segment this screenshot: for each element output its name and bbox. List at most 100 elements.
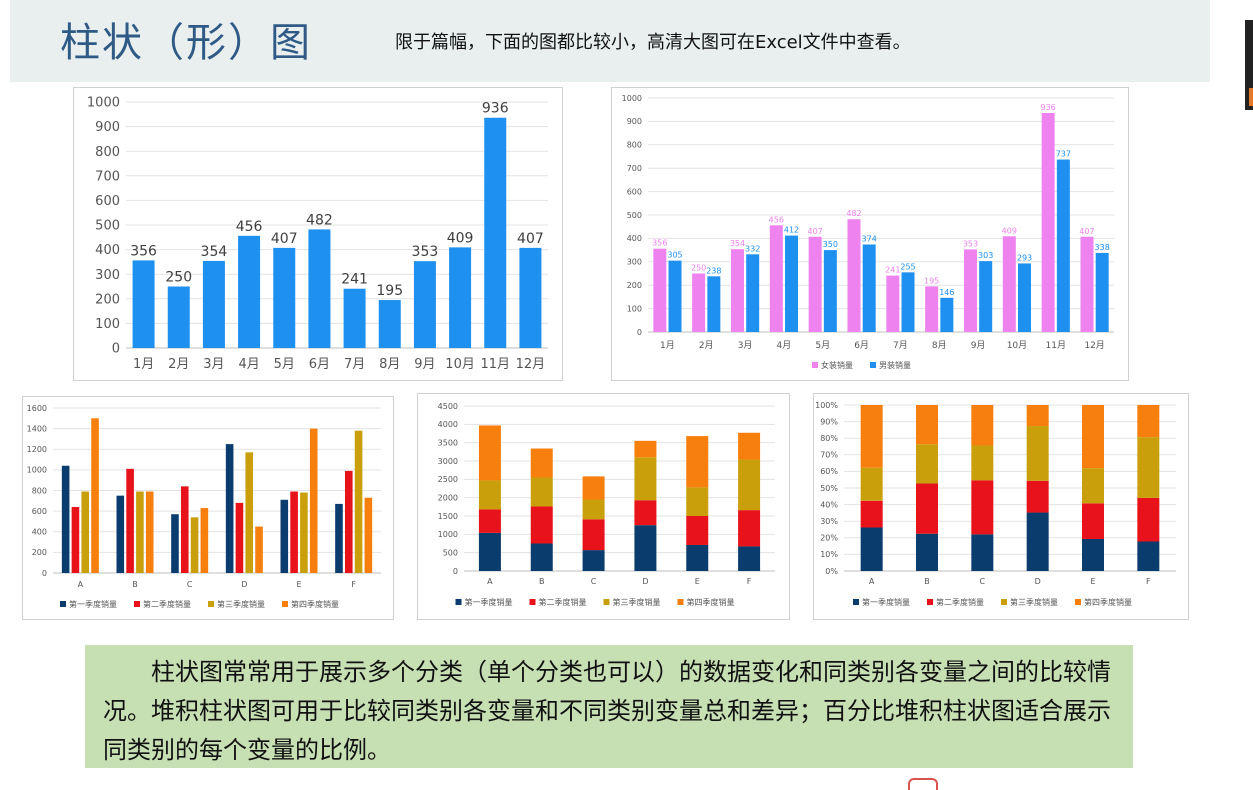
x-tick-label: 10月 <box>445 357 475 372</box>
legend-label: 第二季度销量 <box>143 599 191 609</box>
y-tick-label: 4000 <box>438 420 458 429</box>
x-tick-label: F <box>351 580 356 589</box>
x-tick-label: E <box>296 580 301 589</box>
bar-segment <box>634 440 657 458</box>
y-tick-label: 30% <box>820 517 838 526</box>
bar-segment <box>971 445 994 481</box>
bar <box>901 272 915 332</box>
bar <box>136 491 144 573</box>
y-tick-label: 200 <box>627 281 642 290</box>
y-tick-label: 10% <box>820 550 838 559</box>
y-tick-label: 0% <box>825 567 838 576</box>
y-tick-label: 800 <box>32 486 47 495</box>
x-tick-label: 8月 <box>379 357 400 372</box>
y-tick-label: 400 <box>32 528 47 537</box>
bar-segment <box>971 480 994 535</box>
bar-segment <box>530 543 553 571</box>
bar-segment <box>686 436 709 488</box>
y-tick-label: 200 <box>95 292 120 307</box>
data-label: 407 <box>517 231 544 247</box>
bar <box>280 499 289 573</box>
page-subtitle: 限于篇幅，下面的图都比较小，高清大图可在Excel文件中查看。 <box>395 32 911 53</box>
bar-segment <box>634 525 657 571</box>
legend-label: 男装销量 <box>879 360 911 370</box>
legend-swatch <box>603 599 610 605</box>
bar <box>145 491 154 573</box>
y-tick-label: 500 <box>627 211 642 220</box>
y-tick-label: 200 <box>32 548 47 557</box>
legend-swatch <box>870 362 876 368</box>
chart-svg: 0 200 400 600 800 1000 1200 1400 1600 A B C D E F 第一季度销… <box>27 404 381 609</box>
x-tick-label: B <box>924 577 930 586</box>
bar <box>132 260 155 348</box>
y-tick-label: 900 <box>95 120 120 135</box>
data-label: 412 <box>784 226 799 235</box>
x-tick-label: 9月 <box>414 357 435 372</box>
legend-swatch <box>677 599 684 605</box>
y-tick-label: 1000 <box>622 94 642 103</box>
x-tick-label: 12月 <box>1084 340 1104 351</box>
y-tick-label: 800 <box>95 145 120 160</box>
bar-segment <box>1026 512 1049 571</box>
corner-icon <box>908 778 938 790</box>
y-tick-label: 100% <box>815 401 838 410</box>
bar-segment <box>738 459 761 511</box>
legend-swatch <box>134 601 140 607</box>
data-label: 354 <box>201 244 228 260</box>
edge-scrollbar[interactable] <box>1245 20 1253 110</box>
y-tick-label: 1500 <box>438 512 458 521</box>
bar <box>378 300 401 348</box>
bar-segment <box>686 544 709 571</box>
description-note: 柱状图常常用于展示多个分类（单个分类也可以）的数据变化和同类别各变量之间的比较情… <box>85 645 1133 768</box>
bar <box>979 261 993 332</box>
bar <box>1056 159 1070 332</box>
data-label: 303 <box>978 251 993 260</box>
bar <box>171 514 179 573</box>
bar-segment <box>860 405 883 468</box>
y-tick-label: 0 <box>112 342 120 357</box>
x-tick-label: A <box>487 577 493 586</box>
bar <box>519 247 542 348</box>
chart-gender-sales: 0 100 200 300 400 500 600 700 800 900 1000 1月 2月 3月 4月… <box>611 87 1129 381</box>
bar <box>963 249 977 332</box>
y-tick-label: 20% <box>820 534 838 543</box>
data-label: 482 <box>306 212 333 228</box>
data-label: 737 <box>1056 150 1071 159</box>
y-tick-label: 300 <box>627 258 642 267</box>
bar <box>116 495 125 573</box>
bar-segment <box>582 519 605 551</box>
bar-segment <box>582 499 605 520</box>
data-label: 293 <box>1017 253 1032 262</box>
bar <box>847 219 861 332</box>
bar <box>180 486 189 573</box>
bar <box>190 517 199 573</box>
y-tick-label: 300 <box>95 268 120 283</box>
bar <box>309 428 318 573</box>
data-label: 354 <box>730 239 745 248</box>
x-tick-label: 12月 <box>516 357 546 372</box>
legend-swatch <box>529 599 536 605</box>
x-tick-label: 11月 <box>1046 340 1066 351</box>
bar-segment <box>1082 503 1104 539</box>
bar <box>245 452 254 573</box>
data-label: 255 <box>900 262 915 271</box>
legend-swatch <box>853 599 859 605</box>
x-tick-label: 3月 <box>203 357 224 372</box>
bar <box>255 526 263 573</box>
bar <box>61 465 70 573</box>
y-tick-label: 50% <box>820 484 838 493</box>
x-tick-label: 3月 <box>738 340 753 351</box>
y-tick-label: 4500 <box>438 402 458 411</box>
legend-swatch <box>812 362 818 368</box>
y-tick-label: 600 <box>95 194 120 209</box>
bar-segment <box>634 457 657 501</box>
y-tick-label: 600 <box>32 507 47 516</box>
bar-segment <box>971 405 994 446</box>
x-tick-label: B <box>539 577 545 586</box>
data-label: 407 <box>271 231 298 247</box>
y-tick-label: 700 <box>627 164 642 173</box>
bar <box>344 470 353 573</box>
data-label: 374 <box>862 234 877 243</box>
bar-segment <box>1137 541 1160 571</box>
bar <box>692 273 706 332</box>
